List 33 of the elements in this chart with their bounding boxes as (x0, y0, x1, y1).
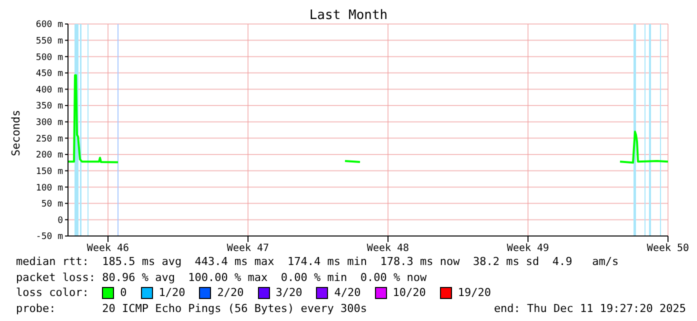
y-tick-label: 450 m (36, 69, 63, 80)
y-tick-label: 150 m (36, 166, 63, 177)
x-tick-label: Week 50 (646, 243, 690, 254)
legend-label: 4/20 (333, 285, 361, 300)
legend-label: 3/20 (274, 285, 302, 300)
x-tick-label: Week 49 (506, 243, 550, 254)
y-tick-label: 550 m (36, 36, 63, 47)
text: packet loss: 80.96 % avg 100.00 % max 0.00 % min 0.00 % now (16, 270, 428, 285)
y-axis-title: Seconds (10, 110, 22, 156)
y-tick-label: 100 m (36, 183, 63, 194)
x-tick-label: Week 48 (366, 243, 410, 254)
x-tick-label: Week 47 (226, 243, 270, 254)
legend-title: loss color: (16, 285, 90, 300)
text: median rtt: 185.5 ms avg 443.4 ms max 174.4 ms min 178.3 ms now 38.2 ms sd 4.9 am/s (16, 254, 620, 270)
y-tick-label: 250 m (36, 134, 63, 144)
legend-label: 0 (119, 285, 127, 300)
legend-label: 10/20 (392, 285, 426, 300)
text: probe: 20 ICMP Echo Pings (56 Bytes) every 300s (16, 300, 367, 316)
y-tick-label: 300 m (36, 118, 63, 128)
y-tick-label: 350 m (36, 102, 63, 112)
y-tick-label: 50 m (41, 200, 63, 210)
text: end: Thu Dec 11 19:27:20 2025 (494, 300, 686, 316)
y-tick-label: 500 m (36, 52, 63, 63)
y-tick-label: 200 m (36, 150, 63, 161)
y-tick-label: -50 m (36, 232, 63, 242)
y-tick-label: 400 m (36, 85, 63, 96)
y-tick-label: 600 m (36, 20, 63, 30)
y-tick-label: 0 (58, 216, 63, 226)
chart-title: Last Month (309, 8, 388, 23)
x-tick-label: Week 46 (86, 243, 130, 254)
legend-label: 19/20 (456, 285, 491, 300)
legend-label: 1/20 (158, 285, 186, 300)
legend-label: 2/20 (216, 285, 244, 300)
